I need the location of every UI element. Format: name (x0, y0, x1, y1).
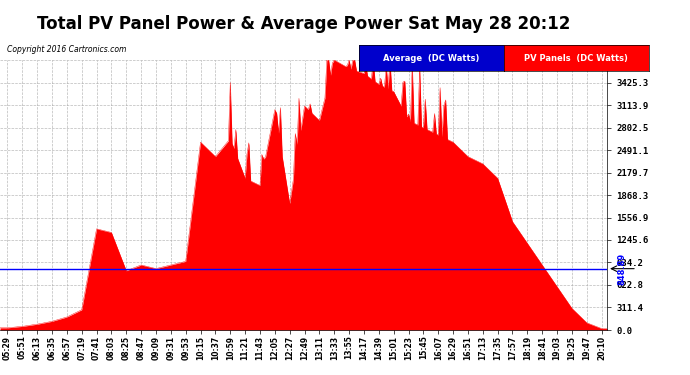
Text: Total PV Panel Power & Average Power Sat May 28 20:12: Total PV Panel Power & Average Power Sat… (37, 15, 571, 33)
Text: PV Panels  (DC Watts): PV Panels (DC Watts) (524, 54, 628, 63)
Text: Average  (DC Watts): Average (DC Watts) (383, 54, 480, 63)
Text: 848.89: 848.89 (618, 253, 627, 285)
Text: Copyright 2016 Cartronics.com: Copyright 2016 Cartronics.com (7, 45, 126, 54)
